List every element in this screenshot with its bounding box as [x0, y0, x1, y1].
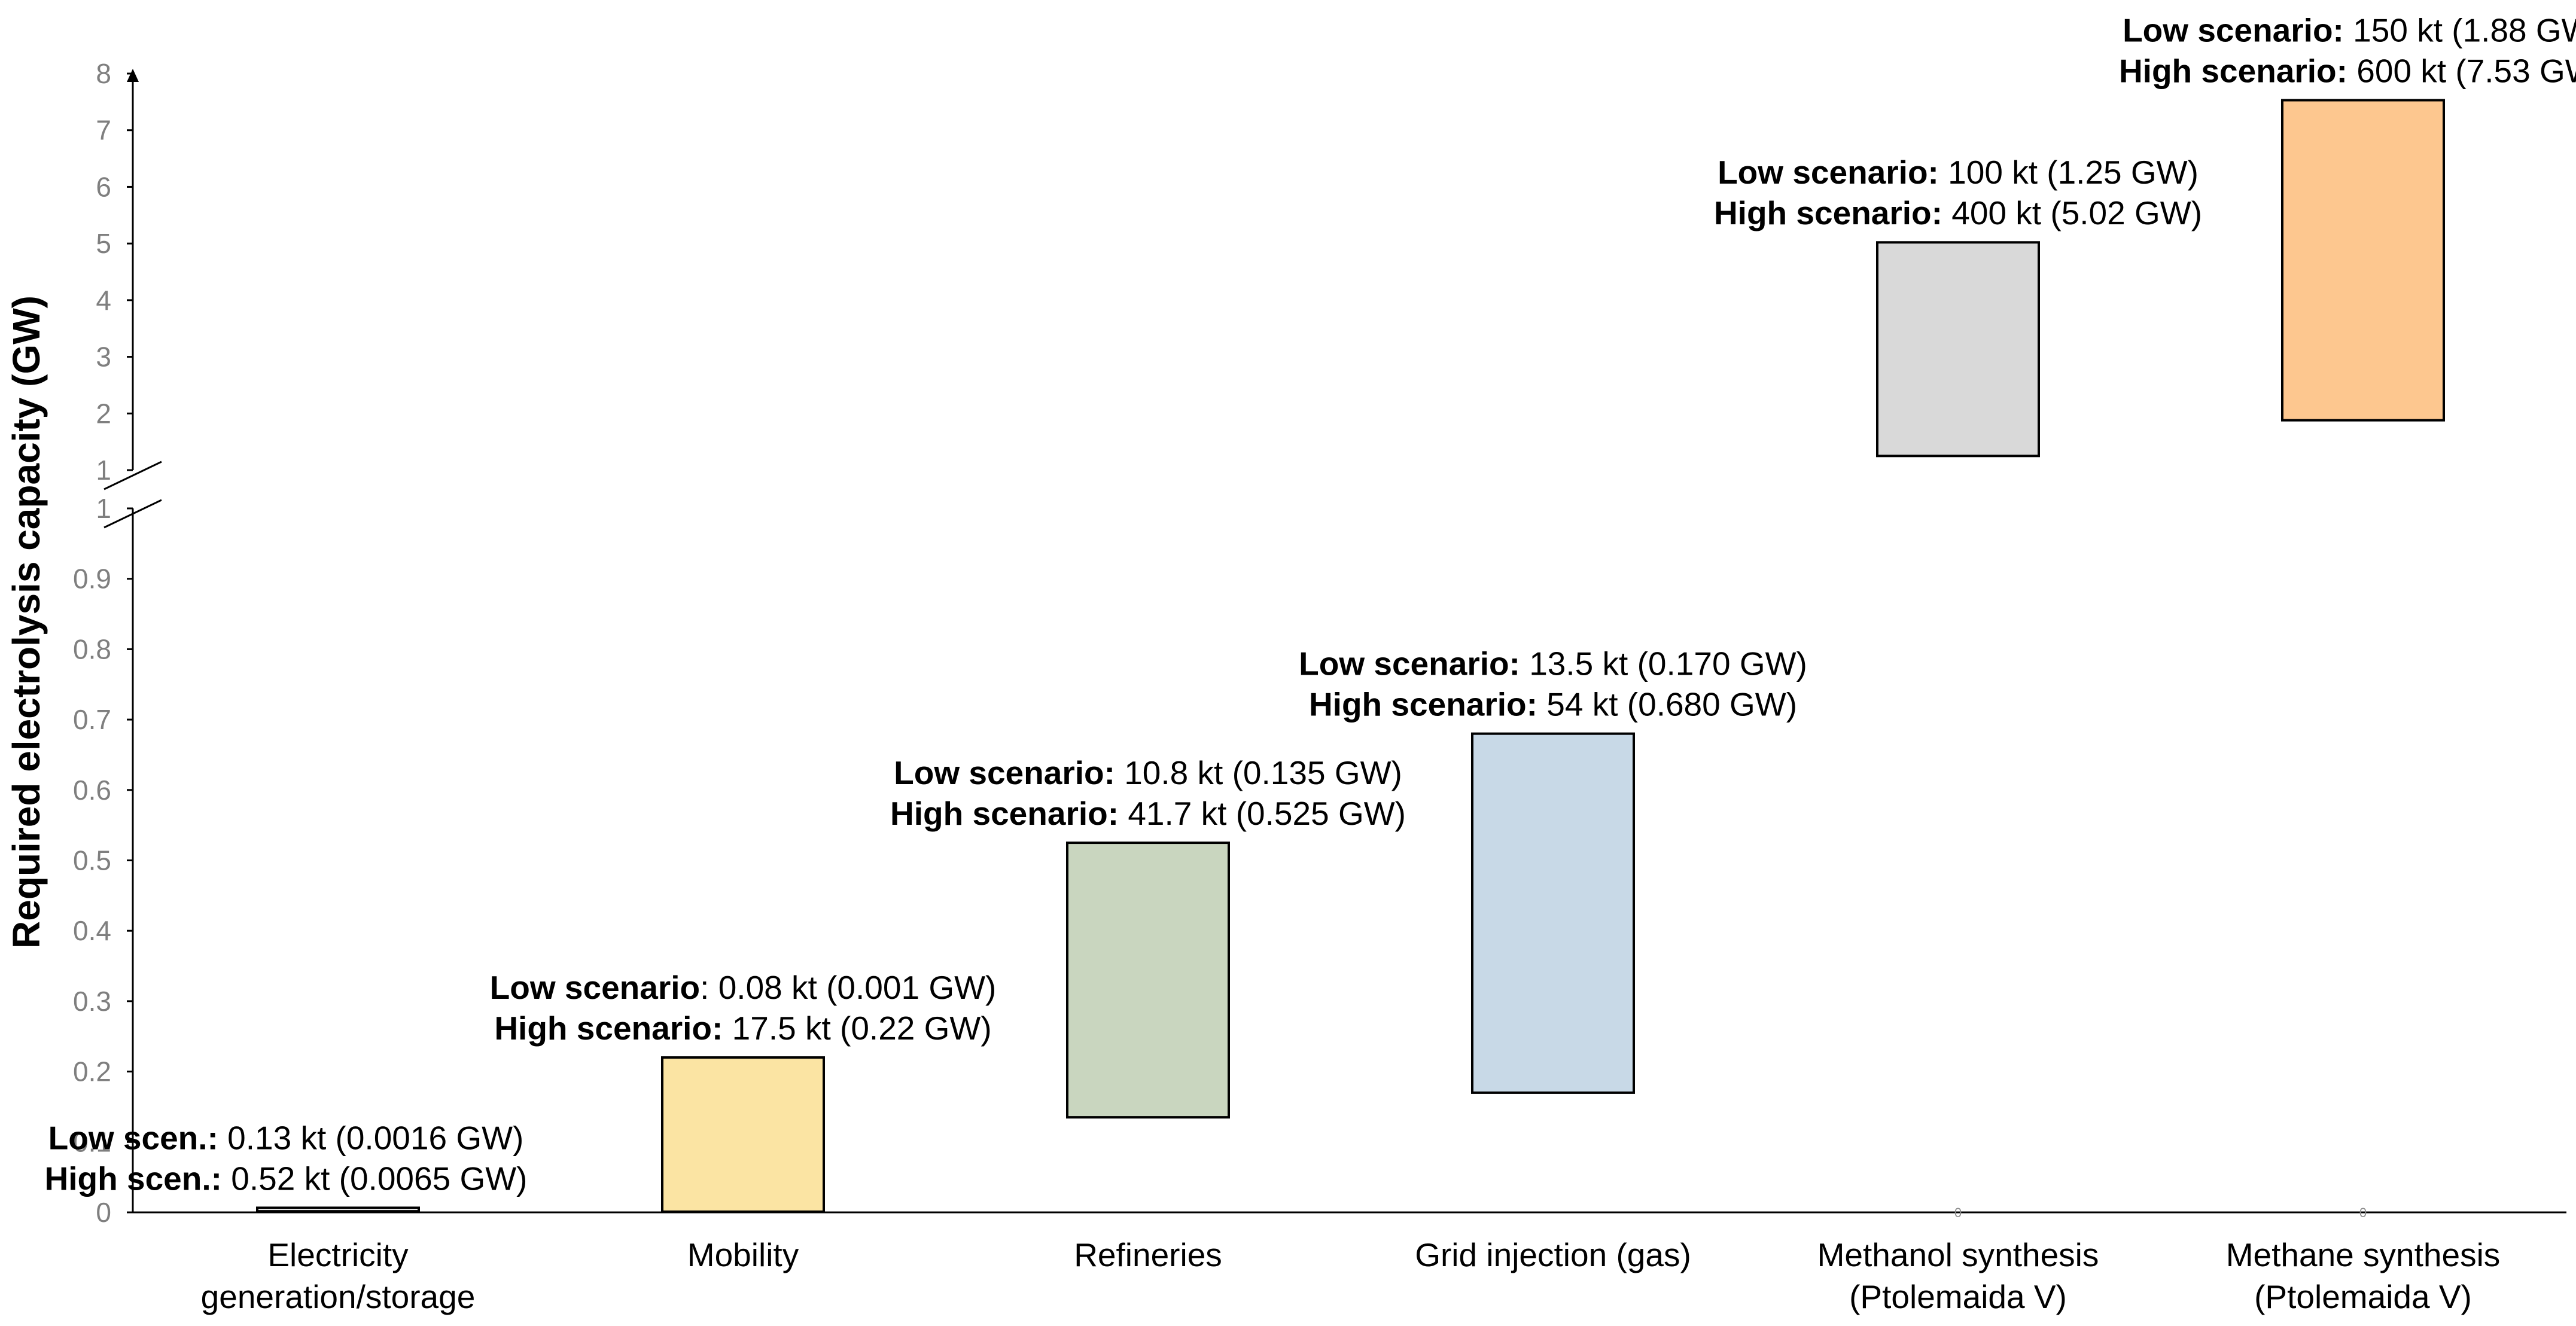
bar-annotation: High scen.: 0.52 kt (0.0065 GW)	[45, 1160, 528, 1197]
y-tick-label-lower: 0.7	[73, 704, 111, 735]
axis-break-mark	[103, 499, 162, 529]
x-category-label: Methane synthesis	[2226, 1236, 2501, 1273]
y-axis-title: Required electrolysis capacity (GW)	[5, 295, 48, 949]
x-category-label: Electricity	[267, 1236, 409, 1273]
bar-annotation: High scenario: 17.5 kt (0.22 GW)	[494, 1010, 991, 1047]
y-tick-label-lower: 0.1	[73, 1126, 111, 1157]
bar	[256, 1206, 420, 1213]
x-category-label: Methanol synthesis	[1817, 1236, 2099, 1273]
y-tick-label-lower: 0.2	[73, 1056, 111, 1087]
x-category-label: Grid injection (gas)	[1415, 1236, 1691, 1273]
y-tick-label-lower: 0.9	[73, 563, 111, 595]
bar-annotation: Low scen.: 0.13 kt (0.0016 GW)	[48, 1119, 524, 1156]
annotations: Low scen.: 0.13 kt (0.0016 GW) High scen.…	[45, 12, 2576, 1197]
y-tick-label-lower: 0.3	[73, 986, 111, 1017]
y-tick-label-lower: 1	[96, 493, 111, 524]
bar-annotation: High scenario: 400 kt (5.02 GW)	[1714, 194, 2202, 231]
bar	[661, 1056, 825, 1213]
x-category-label: (Ptolemaida V)	[2254, 1278, 2472, 1315]
bar-annotation: Low scenario: 10.8 kt (0.135 GW)	[894, 754, 1402, 791]
y-tick-label-upper: 3	[96, 342, 111, 373]
y-axis-arrow	[127, 69, 139, 82]
y-tick-label-lower: 0.6	[73, 775, 111, 806]
axes: 0 0.1 0.2 0.3 0.4 0.5 0.6 0.7 0.8 0.9 1 1 2 3 4 5 6 7 8 0 0	[73, 58, 2566, 1228]
bars	[256, 99, 2445, 1213]
zero-marker: 0	[1954, 1205, 1962, 1220]
bar-annotation: High scenario: 600 kt (7.53 GW)	[2119, 53, 2576, 90]
y-tick-label-upper: 5	[96, 228, 111, 259]
y-tick-label-upper: 4	[96, 285, 111, 316]
bar	[1066, 842, 1230, 1119]
bar-annotation: High scenario: 41.7 kt (0.525 GW)	[890, 795, 1406, 832]
bar	[1876, 241, 2040, 458]
x-category-label: (Ptolemaida V)	[1849, 1278, 2067, 1315]
bar-annotation: High scenario: 54 kt (0.680 GW)	[1309, 686, 1797, 723]
y-tick-label-lower: 0	[96, 1197, 111, 1228]
y-tick-label-lower: 0.4	[73, 915, 111, 946]
bar-annotation: Low scenario: 13.5 kt (0.170 GW)	[1299, 645, 1807, 682]
y-tick-label-upper: 2	[96, 398, 111, 429]
y-tick-label-upper: 8	[96, 58, 111, 89]
y-tick-label-upper: 6	[96, 171, 111, 202]
x-category-label: Refineries	[1074, 1236, 1222, 1273]
y-tick-label-upper: 7	[96, 115, 111, 146]
bar-annotation: Low scenario: 100 kt (1.25 GW)	[1718, 154, 2199, 191]
category-labels: Electricity generation/storage Mobility Ref…	[201, 1236, 2501, 1315]
zero-marker: 0	[2359, 1205, 2367, 1220]
axis-break-mark	[103, 461, 162, 490]
bar-annotation: Low scenario: 0.08 kt (0.001 GW)	[490, 969, 997, 1006]
bar-annotation: Low scenario: 150 kt (1.88 GW)	[2123, 12, 2576, 49]
bar	[1471, 732, 1635, 1094]
y-tick-label-lower: 0.8	[73, 633, 111, 664]
x-category-label: Mobility	[687, 1236, 799, 1273]
y-tick-label-upper: 1	[96, 455, 111, 486]
bar	[2281, 99, 2445, 422]
x-category-label: generation/storage	[201, 1278, 476, 1315]
y-tick-label-lower: 0.5	[73, 845, 111, 876]
